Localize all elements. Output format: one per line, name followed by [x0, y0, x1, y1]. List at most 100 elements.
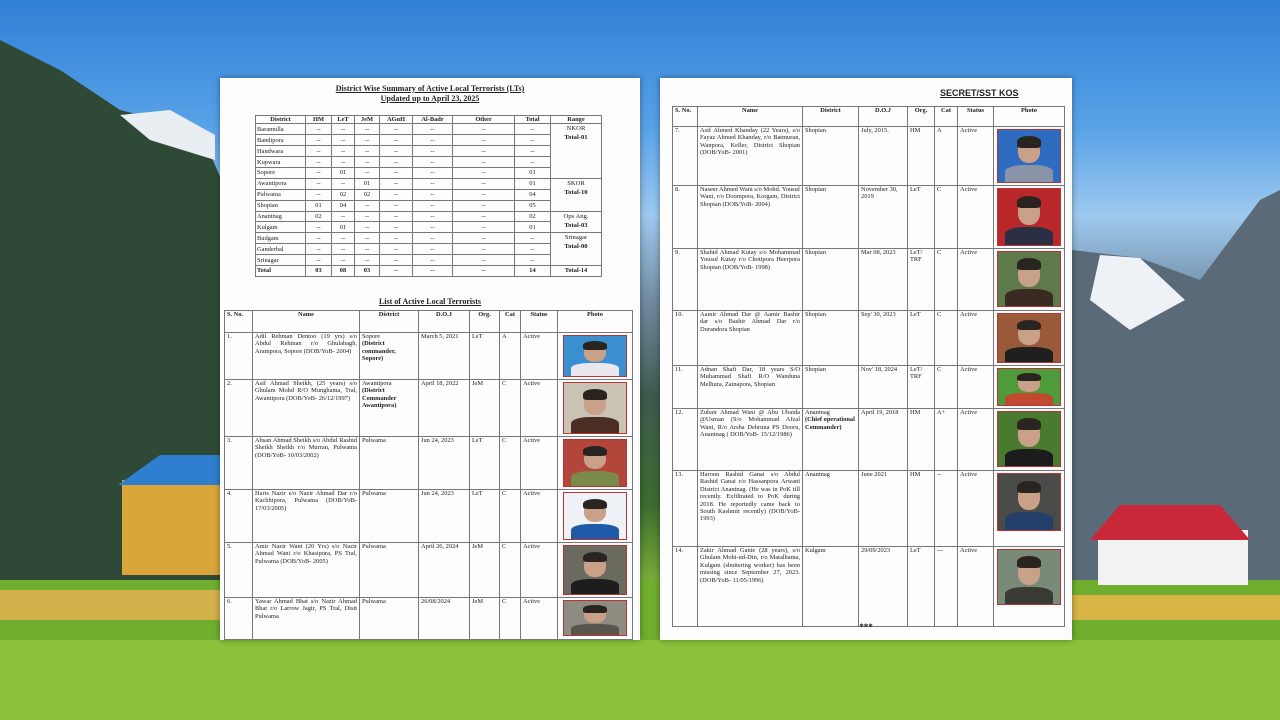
classification-label: SECRET/SST KOS [940, 88, 1019, 98]
district-cell: Kulgam [802, 546, 859, 627]
total-cell: 08 [331, 264, 355, 278]
summary-cell: -- [379, 221, 413, 234]
summary-total-row: Total 03 08 03 -- -- -- 14 Total-14 [255, 264, 602, 278]
summary-cell: -- [452, 232, 515, 245]
summary-cell: -- [305, 177, 332, 190]
category: C [499, 597, 521, 640]
total-cell: -- [379, 264, 413, 278]
summary-cell: -- [412, 221, 453, 234]
summary-cell: -- [331, 123, 355, 136]
summary-cell: -- [305, 243, 332, 256]
date-of-joining: 26/08/2024 [418, 597, 470, 640]
district-name: Budgam [255, 232, 306, 245]
status: Active [957, 185, 994, 249]
summary-cell: -- [379, 134, 413, 147]
photo-cell [557, 436, 633, 490]
summary-cell: -- [412, 134, 453, 147]
list-header-cell: Cat [934, 106, 958, 127]
total-cell: 03 [305, 264, 332, 278]
summary-cell: -- [354, 232, 380, 245]
summary-cell: -- [305, 134, 332, 147]
person-photo [997, 251, 1061, 307]
summary-cell: -- [305, 166, 332, 179]
summary-cell: -- [379, 177, 413, 190]
district-name: Kupwara [255, 156, 306, 168]
summary-cell: -- [305, 123, 332, 136]
organisation: LeT/ TRF [907, 248, 935, 311]
summary-cell: 01 [514, 221, 551, 234]
photo-cell [557, 332, 633, 380]
status: Active [520, 489, 558, 543]
category: --- [934, 546, 958, 627]
summary-cell: -- [305, 145, 332, 158]
summary-cell: -- [452, 134, 515, 147]
photo-cell [993, 310, 1065, 366]
summary-cell: -- [452, 199, 515, 212]
summary-cell: -- [354, 243, 380, 256]
status: Active [520, 379, 558, 437]
summary-row: Awantipora -- -- 01 -- -- -- 01 SKOR Total-10 [255, 177, 602, 212]
summary-cell: -- [412, 145, 453, 158]
date-of-joining: Mar 08, 2023 [858, 248, 908, 311]
summary-row: Ganderbal -- -- -- -- -- -- -- [255, 243, 602, 256]
district-cell: Anantnag [802, 470, 859, 547]
organisation: HM [907, 470, 935, 547]
summary-cell: -- [452, 156, 515, 168]
person-photo [997, 411, 1061, 467]
summary-cell: 02 [514, 210, 551, 223]
summary-cell: -- [452, 210, 515, 223]
summary-row: Shopian 01 04 -- -- -- -- 05 [255, 199, 602, 212]
summary-cell: 04 [331, 199, 355, 212]
summary-cell: -- [452, 145, 515, 158]
summary-cell: -- [331, 156, 355, 168]
list-header-cell: S. No. [224, 310, 253, 333]
list-header-cell: Name [252, 310, 360, 333]
summary-cell: -- [514, 123, 551, 136]
serial-number: 3. [224, 436, 253, 490]
summary-title: District Wise Summary of Active Local Te… [335, 84, 525, 93]
organisation: LeT [469, 436, 500, 490]
summary-cell: -- [331, 243, 355, 256]
category: -- [934, 470, 958, 547]
person-details: Ahsan Ahmad Sheikh s/o Abdul Rashid Shei… [252, 436, 360, 490]
district-name: Srinagar [255, 254, 306, 266]
summary-cell: 01 [354, 177, 380, 190]
summary-cell: -- [379, 232, 413, 245]
date-of-joining: April 18, 2022 [418, 379, 470, 437]
category: C [499, 436, 521, 490]
person-details: Shahid Ahmad Kutay s/o Mohammad Yousuf K… [697, 248, 803, 311]
summary-cell: -- [412, 166, 453, 179]
list-header-cell: Org. [469, 310, 500, 333]
photo-cell [993, 546, 1065, 627]
summary-cell: -- [452, 177, 515, 190]
status: Active [957, 546, 994, 627]
photo-cell [557, 379, 633, 437]
organisation: JeM [469, 597, 500, 640]
list-header-cell: Status [957, 106, 994, 127]
district-name: Anantnag [255, 210, 306, 223]
list-row: 4. Haris Nazir s/o Nazir Ahmad Dar r/o Ka… [224, 489, 633, 543]
district-name: Awantipora [362, 380, 392, 388]
status: Active [957, 310, 994, 366]
person-photo [997, 313, 1061, 363]
summary-row: Kulgam -- 01 -- -- -- -- 01 [255, 221, 602, 234]
summary-cell: 04 [514, 188, 551, 201]
summary-row: Srinagar -- -- -- -- -- -- -- [255, 254, 602, 266]
range-name: Ops Ang. [563, 212, 589, 220]
summary-cell: -- [412, 188, 453, 201]
summary-row: Handwara -- -- -- -- -- -- -- [255, 145, 602, 158]
photo-cell [557, 489, 633, 543]
photo-cell [993, 408, 1065, 471]
summary-cell: -- [331, 210, 355, 223]
summary-cell: -- [354, 221, 380, 234]
summary-row: Baramulla -- -- -- -- -- -- -- NKOR Total-01 [255, 123, 602, 179]
person-photo [563, 382, 627, 434]
person-details: Yawar Ahmad Bhat s/o Nazir Ahmad Bhat r/… [252, 597, 360, 640]
district-cell: Anantnag (Chief operational Commander) [802, 408, 859, 471]
person-photo [563, 335, 627, 377]
summary-header-cell: JeM [354, 114, 380, 125]
summary-cell: -- [354, 199, 380, 212]
serial-number: 11. [672, 365, 698, 409]
list-header-cell: Status [520, 310, 558, 333]
